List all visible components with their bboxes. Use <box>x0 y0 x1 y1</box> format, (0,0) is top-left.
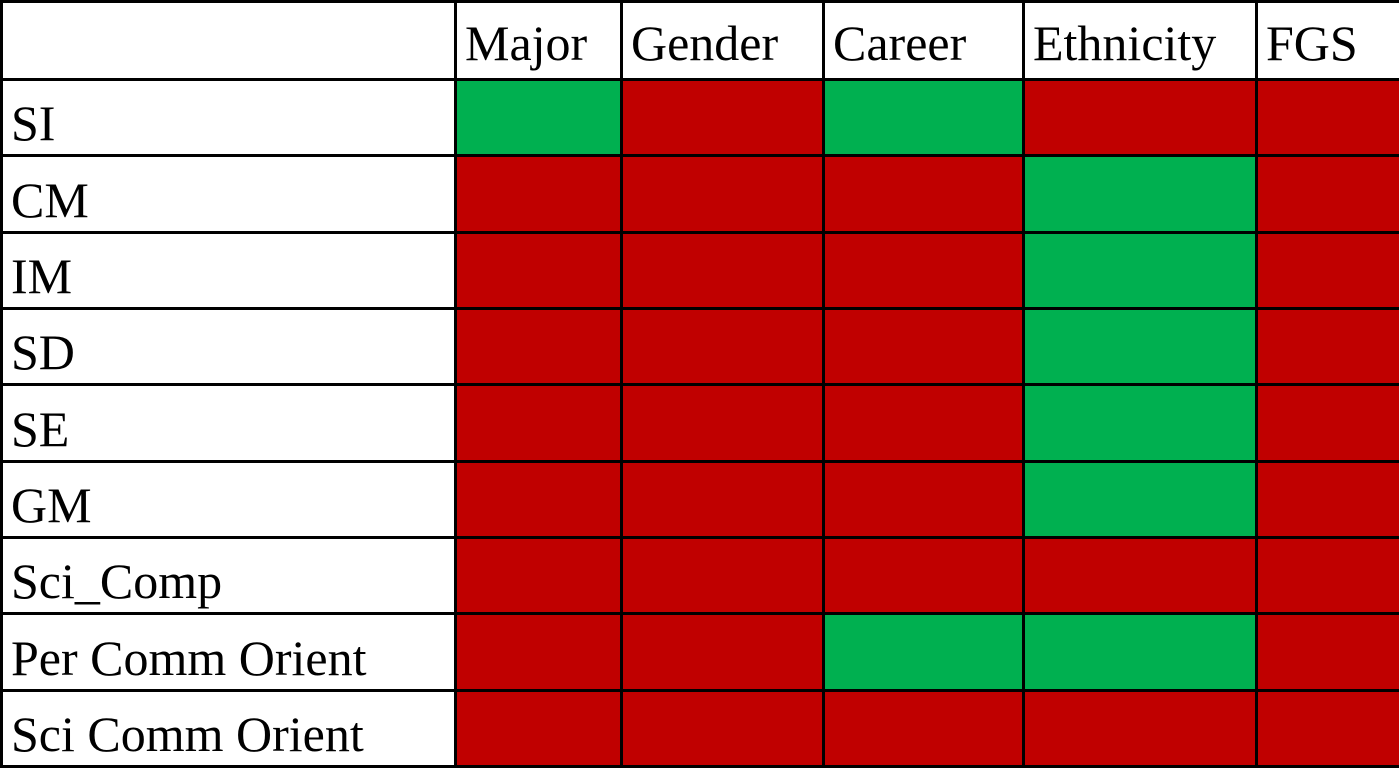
table-row: IM <box>0 230 1399 310</box>
heatmap-cell <box>620 535 825 616</box>
column-header: FGS <box>1255 0 1399 81</box>
table-row: SD <box>0 306 1399 387</box>
heatmap-cell <box>454 459 623 539</box>
heatmap-cell <box>1255 459 1399 539</box>
table-row: Per Comm Orient <box>0 612 1399 692</box>
corner-cell <box>0 0 457 81</box>
heatmap-cell <box>1022 383 1258 463</box>
heatmap-cell <box>822 77 1025 158</box>
heatmap-cell <box>620 459 825 539</box>
row-label: SI <box>0 77 457 158</box>
heatmap-cell <box>1022 77 1258 158</box>
heatmap-cell <box>1255 688 1399 768</box>
heatmap-cell <box>454 230 623 310</box>
heatmap-cell <box>822 688 1025 768</box>
heatmap-cell <box>1255 535 1399 616</box>
heatmap-cell <box>620 77 825 158</box>
column-header: Major <box>454 0 623 81</box>
heatmap-cell <box>620 306 825 387</box>
column-header: Ethnicity <box>1022 0 1258 81</box>
heatmap-cell <box>1022 230 1258 310</box>
heatmap-cell <box>822 459 1025 539</box>
heatmap-cell <box>454 306 623 387</box>
row-label: SE <box>0 383 457 463</box>
heatmap-cell <box>1022 535 1258 616</box>
header-row: Major Gender Career Ethnicity FGS <box>0 0 1399 81</box>
heatmap-cell <box>1022 612 1258 692</box>
heatmap-cell <box>454 383 623 463</box>
heatmap-cell <box>822 612 1025 692</box>
heatmap-cell <box>822 230 1025 310</box>
heatmap-cell <box>1022 154 1258 234</box>
column-header: Career <box>822 0 1025 81</box>
heatmap-cell <box>822 306 1025 387</box>
table-row: SE <box>0 383 1399 463</box>
row-label: Sci_Comp <box>0 535 457 616</box>
heatmap-cell <box>1255 383 1399 463</box>
heatmap-cell <box>454 154 623 234</box>
heatmap-cell <box>454 688 623 768</box>
heatmap-cell <box>454 77 623 158</box>
row-label: Sci Comm Orient <box>0 688 457 768</box>
heatmap-cell <box>620 688 825 768</box>
heatmap-cell <box>620 154 825 234</box>
heatmap-cell <box>822 383 1025 463</box>
heatmap-cell <box>822 535 1025 616</box>
heatmap-cell <box>1255 154 1399 234</box>
table-row: CM <box>0 154 1399 234</box>
row-label: SD <box>0 306 457 387</box>
table-row: Sci_Comp <box>0 535 1399 616</box>
heatmap-cell <box>454 612 623 692</box>
row-label: GM <box>0 459 457 539</box>
row-label: CM <box>0 154 457 234</box>
heatmap-cell <box>1022 688 1258 768</box>
heatmap-cell <box>1022 306 1258 387</box>
heatmap-cell <box>1255 230 1399 310</box>
table-row: SI <box>0 77 1399 158</box>
heatmap-cell <box>620 383 825 463</box>
heatmap-cell <box>1255 612 1399 692</box>
heatmap-cell <box>822 154 1025 234</box>
heatmap-cell <box>1255 306 1399 387</box>
row-label: Per Comm Orient <box>0 612 457 692</box>
heatmap-cell <box>454 535 623 616</box>
heatmap-cell <box>620 230 825 310</box>
heatmap-header: Major Gender Career Ethnicity FGS <box>0 0 1399 81</box>
table-row: Sci Comm Orient <box>0 688 1399 768</box>
heatmap-cell <box>1255 77 1399 158</box>
heatmap-cell <box>1022 459 1258 539</box>
table-row: GM <box>0 459 1399 539</box>
heatmap-cell <box>620 612 825 692</box>
column-header: Gender <box>620 0 825 81</box>
row-label: IM <box>0 230 457 310</box>
heatmap-body: SI CM IM SD SE GM Sci_Comp Per Comm Orient Sci C… <box>0 77 1399 768</box>
